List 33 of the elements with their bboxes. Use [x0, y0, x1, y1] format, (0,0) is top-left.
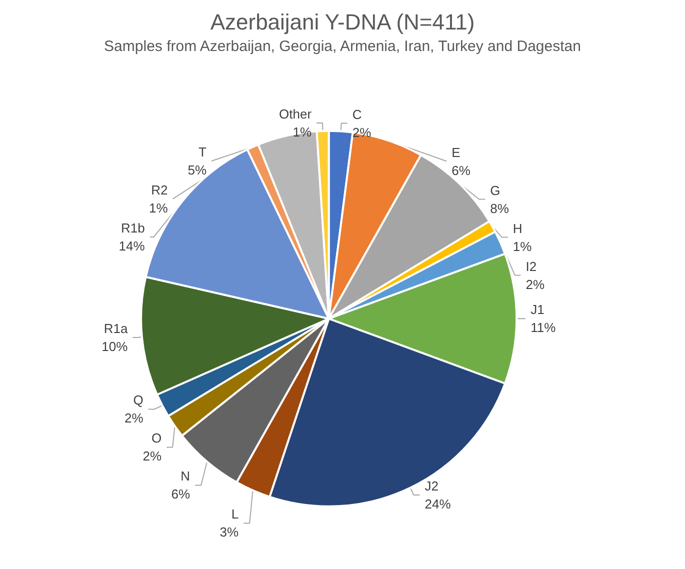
data-label: 10%: [102, 338, 128, 354]
data-label: 6%: [452, 162, 471, 178]
data-label: 1%: [292, 124, 312, 140]
chart-subtitle: Samples from Azerbaijan, Georgia, Armenia, Iran, Turkey and Dagestan: [104, 38, 581, 55]
slice-label: N: [180, 468, 190, 484]
slice-label: J1: [530, 302, 544, 318]
data-label: 1%: [512, 238, 532, 254]
data-label: 2%: [124, 410, 144, 426]
slice-label: R2: [151, 182, 168, 198]
slice-label: T: [198, 144, 207, 160]
data-label: 6%: [171, 486, 190, 502]
data-label: 24%: [424, 496, 452, 512]
chart-title: Azerbaijani Y-DNA (N=411): [210, 10, 475, 34]
data-label: 2%: [526, 276, 545, 292]
slice-label: Q: [133, 392, 144, 408]
data-label: 1%: [148, 200, 168, 216]
data-label: 8%: [490, 200, 510, 216]
data-label: 11%: [530, 320, 556, 336]
slice-label: H: [512, 220, 522, 236]
data-label: 3%: [220, 524, 239, 540]
slice-label: J2: [424, 478, 438, 494]
slice-label: C: [352, 106, 362, 122]
slice-label: I2: [526, 258, 537, 274]
data-label: 14%: [118, 238, 146, 254]
slice-label: Other: [279, 106, 312, 122]
slice-label: R1b: [120, 220, 145, 236]
slice-label: O: [151, 430, 162, 446]
data-label: 2%: [142, 448, 162, 464]
slice-label: G: [490, 182, 500, 198]
data-label: 5%: [188, 162, 207, 178]
slice-label: L: [231, 506, 239, 522]
slice-label: E: [452, 144, 461, 160]
slice-label: R1a: [104, 320, 128, 336]
